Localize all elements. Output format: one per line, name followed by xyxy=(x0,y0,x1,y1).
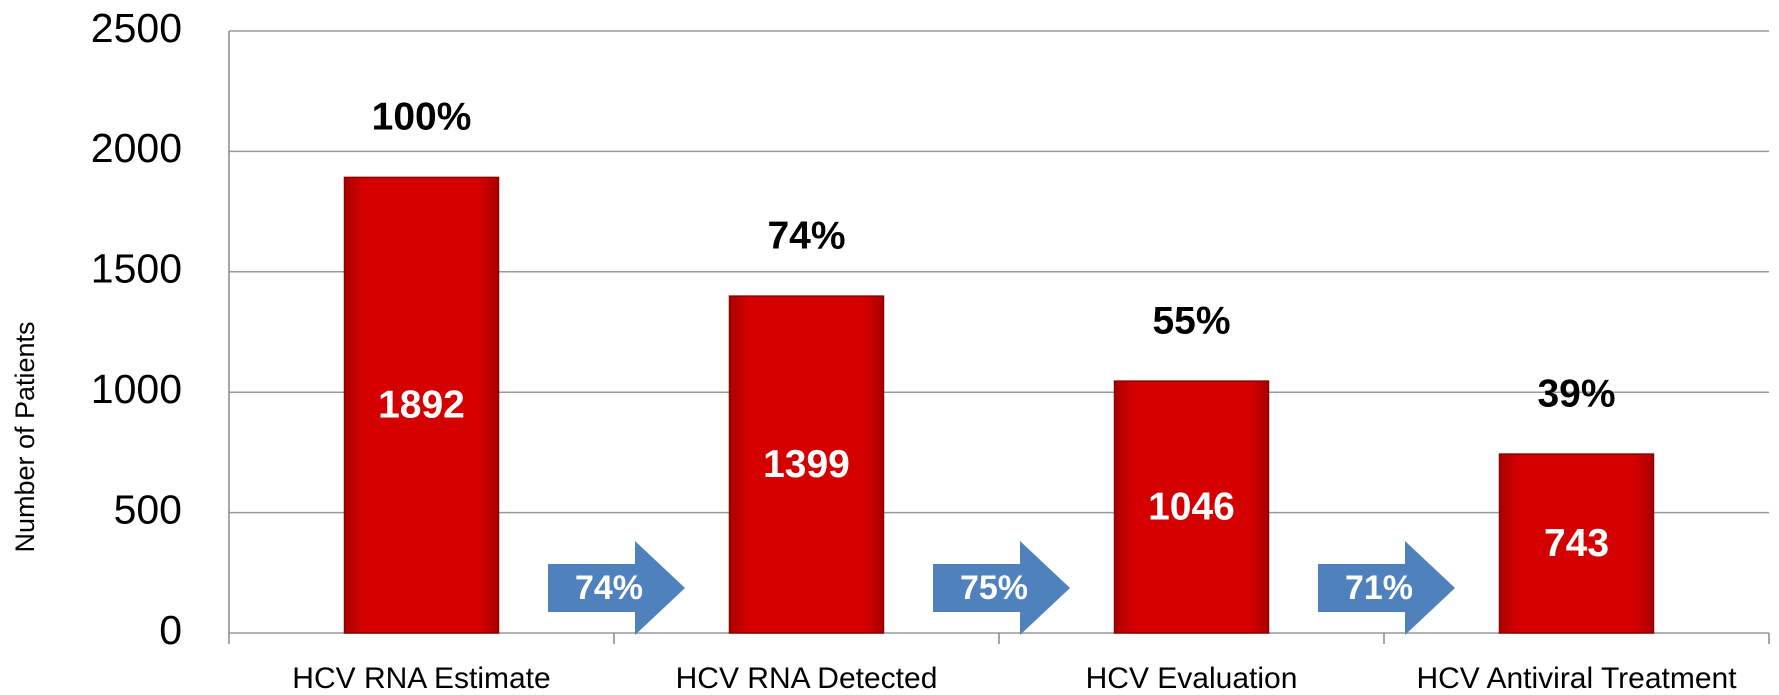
bar xyxy=(1113,380,1270,634)
bar-value-label: 743 xyxy=(1544,522,1609,565)
conversion-label: 74% xyxy=(575,569,643,607)
y-tick-label: 500 xyxy=(114,486,182,532)
conversion-arrow xyxy=(1318,541,1455,635)
y-tick-label: 2500 xyxy=(91,5,182,51)
conversion-arrow xyxy=(933,541,1070,635)
y-tick-label: 1500 xyxy=(91,246,182,292)
conversion-arrow xyxy=(548,541,685,635)
x-tick-label: HCV Antiviral Treatment xyxy=(1416,662,1737,695)
conversion-label: 75% xyxy=(960,569,1028,607)
bar xyxy=(343,176,500,634)
percent-label: 74% xyxy=(767,214,845,257)
bar-value-label: 1892 xyxy=(378,384,465,427)
percent-label: 55% xyxy=(1152,299,1230,342)
x-tick-label: HCV Evaluation xyxy=(1086,662,1298,695)
y-tick-label: 1000 xyxy=(91,366,182,412)
percent-label: 100% xyxy=(372,96,472,139)
bar xyxy=(1498,453,1655,634)
bar-value-label: 1399 xyxy=(763,443,850,486)
bar-value-label: 1046 xyxy=(1148,485,1235,528)
x-tick-label: HCV RNA Estimate xyxy=(292,662,550,695)
bar xyxy=(728,295,885,634)
y-tick-label: 2000 xyxy=(91,125,182,171)
x-tick-label: HCV RNA Detected xyxy=(676,662,938,695)
percent-label: 39% xyxy=(1537,372,1615,415)
y-tick-label: 0 xyxy=(159,607,182,653)
conversion-label: 71% xyxy=(1345,569,1413,607)
y-axis-title: Number of Patients xyxy=(10,321,40,552)
